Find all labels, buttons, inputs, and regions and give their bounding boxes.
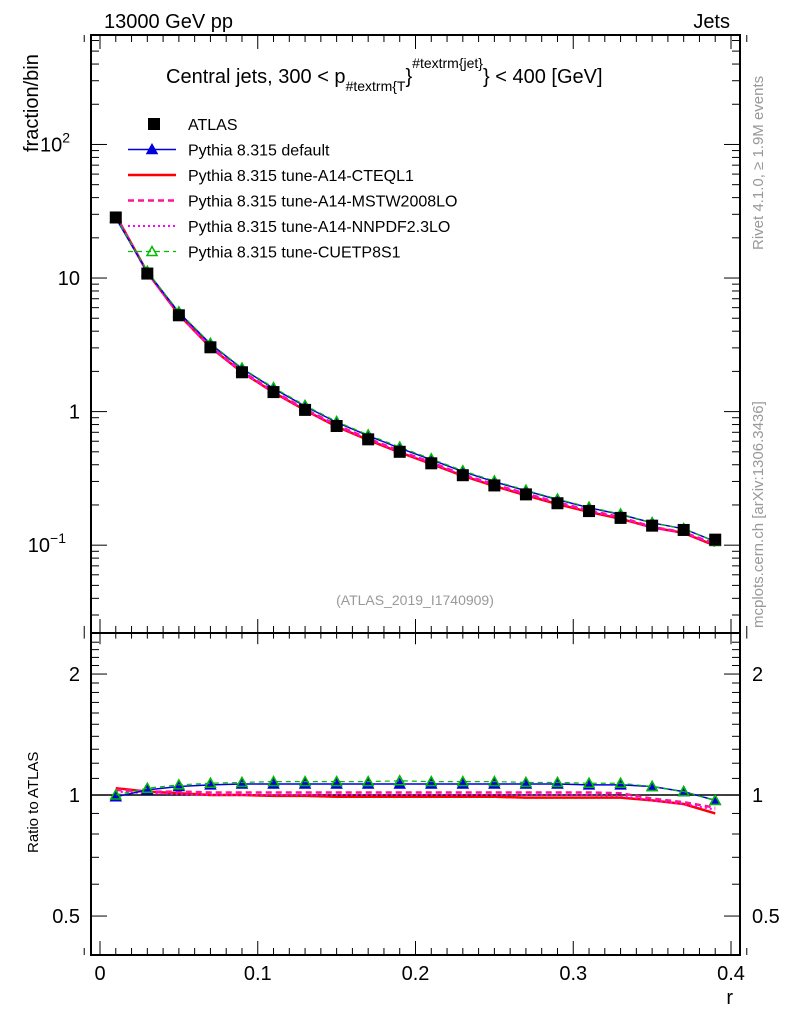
atlas-data-point (267, 386, 280, 399)
atlas-data-point (393, 445, 406, 458)
x-tick-label: 0 (94, 963, 105, 985)
ratio-marker-5 (141, 781, 154, 793)
ratio-line-5 (115, 780, 716, 801)
mc-line-4 (114, 215, 716, 546)
rivet-label: Rivet 4.1.0, ≥ 1.9M events (750, 76, 767, 250)
x-axis-label: r (726, 987, 733, 1009)
atlas-data-point (204, 341, 217, 354)
ratio-marker-5 (551, 775, 564, 788)
atlas-data-point (235, 366, 248, 379)
legend: ATLAS Pythia 8.315 default Pythia 8.315 tu… (128, 117, 457, 262)
ratio-marker-5 (330, 775, 343, 787)
ratio-marker-5 (298, 775, 312, 787)
main-ylabel: fraction/bin (21, 54, 43, 152)
ratio-marker-5 (425, 775, 438, 787)
ratio-marker-5 (172, 778, 186, 790)
ratio-marker-5 (456, 775, 470, 787)
atlas-data-point (425, 457, 438, 470)
atlas-data-point (141, 267, 154, 280)
header-right: Jets (693, 11, 730, 33)
y-tick-label: 10−1 (28, 530, 66, 557)
atlas-data-point (646, 519, 659, 532)
ratio-marker-5 (708, 793, 722, 806)
y-tick-label: 102 (40, 129, 70, 156)
legend-label: Pythia 8.315 tune-A14-NNPDF2.3LO (188, 219, 450, 236)
ratio-y-tick-label: 1 (69, 785, 80, 807)
legend-marker (145, 142, 159, 155)
ratio-marker-5 (677, 785, 690, 797)
atlas-data-point (362, 433, 375, 446)
mc-line-2 (114, 214, 716, 547)
ratio-marker-5 (267, 775, 280, 787)
y-tick-label: 10 (58, 268, 80, 290)
ratio-marker-5 (582, 776, 596, 788)
ratio-marker-5 (235, 775, 249, 788)
atlas-data-point (109, 211, 122, 224)
x-tick-label: 0.2 (402, 963, 430, 985)
ratio-marker-5 (519, 775, 533, 788)
ratio-y-tick-label: 1 (752, 785, 763, 807)
ratio-y-tick-label: 0.5 (752, 906, 780, 928)
legend-label: Pythia 8.315 tune-CUETP8S1 (188, 245, 401, 262)
mc-line-5 (115, 217, 716, 542)
atlas-data-point (330, 420, 343, 433)
atlas-data-point (172, 309, 185, 322)
ratio-frame (90, 632, 741, 956)
x-tick-label: 0.3 (559, 963, 587, 985)
ratio-marker-1 (393, 777, 406, 789)
atlas-data-point (299, 403, 312, 416)
ratio-marker-5 (204, 776, 217, 788)
legend-label: ATLAS (188, 117, 238, 134)
mcplots-label: mcplots.cern.ch [arXiv:1306.3436] (750, 401, 767, 628)
atlas-data-point (488, 479, 501, 492)
ratio-marker-5 (393, 774, 406, 786)
legend-label: Pythia 8.315 tune-A14-MSTW2008LO (188, 194, 457, 211)
x-tick-label: 0.1 (244, 963, 272, 985)
ratio-line-2 (115, 786, 716, 815)
ratio-marker-5 (645, 779, 659, 792)
chart-title: Central jets, 300 < p#textrm{T}#textrm{j… (166, 55, 603, 94)
ratio-marker-5 (109, 788, 123, 800)
legend-marker-atlas (148, 118, 160, 130)
atlas-data-point (583, 505, 596, 518)
ratio-y-tick-label: 2 (69, 664, 80, 686)
atlas-data-point (551, 497, 564, 510)
header-left: 13000 GeV pp (104, 11, 233, 33)
legend-label: Pythia 8.315 tune-A14-CTEQL1 (188, 168, 414, 185)
atlas-data-point (456, 469, 469, 482)
mc-line-1 (115, 217, 716, 543)
x-tick-label: 0.4 (717, 963, 745, 985)
atlas-data-point (677, 523, 690, 536)
analysis-id: (ATLAS_2019_I1740909) (336, 592, 494, 608)
y-tick-label: 1 (69, 402, 80, 424)
ratio-marker-5 (614, 776, 627, 788)
ratio-marker-5 (488, 775, 501, 787)
atlas-data-point (519, 488, 532, 501)
ratio-line-1 (115, 783, 716, 802)
atlas-data-point (709, 533, 722, 546)
legend-label: Pythia 8.315 default (188, 143, 330, 160)
legend-marker (145, 244, 159, 257)
ratio-y-tick-label: 2 (752, 664, 763, 686)
ratio-marker-5 (361, 775, 375, 787)
ratio-y-tick-label: 0.5 (52, 906, 80, 928)
mc-line-3 (114, 215, 716, 546)
atlas-data-point (614, 511, 627, 524)
ratio-ylabel: Ratio to ATLAS (25, 752, 42, 853)
